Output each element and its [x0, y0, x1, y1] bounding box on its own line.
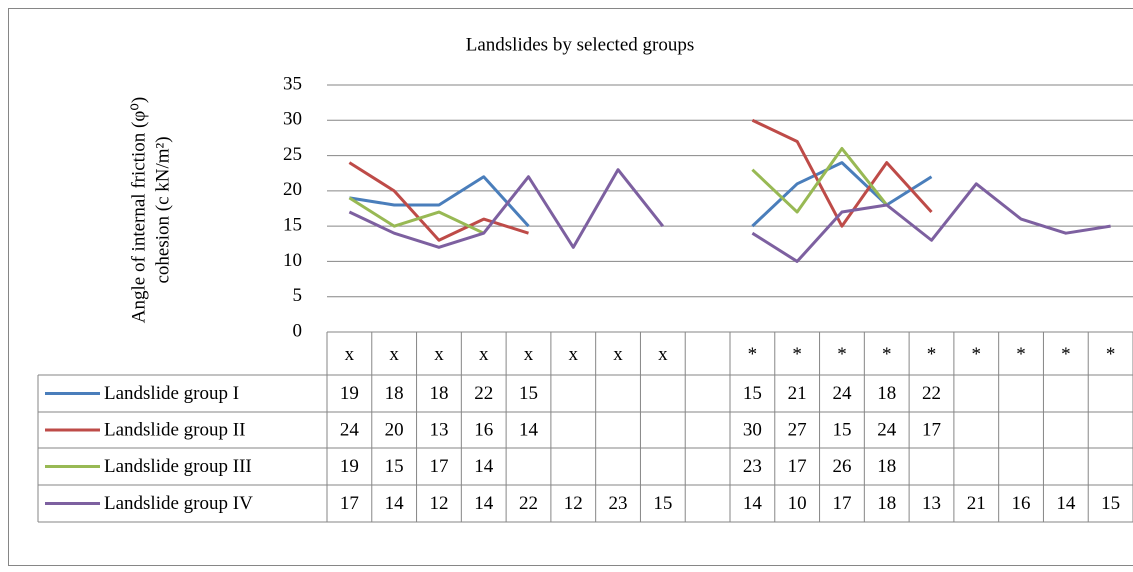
table-value: 18: [877, 456, 896, 477]
x-tick-label: *: [837, 344, 847, 365]
table-value: 18: [877, 383, 896, 404]
series-line: [751, 147, 888, 214]
table-value: 26: [832, 456, 851, 477]
table-value: 19: [340, 383, 359, 404]
table-value: 17: [832, 493, 851, 514]
y-tick-label: 20: [283, 179, 302, 200]
legend-label: Landslide group II: [104, 419, 245, 440]
y-tick-label: 5: [293, 285, 303, 306]
x-tick-label: *: [882, 344, 892, 365]
x-tick-label: x: [345, 344, 355, 365]
x-tick-label: *: [927, 344, 937, 365]
table-value: 20: [385, 419, 404, 440]
table-value: 17: [429, 456, 448, 477]
table-value: 14: [743, 493, 763, 514]
table-value: 14: [1056, 493, 1076, 514]
table-value: 15: [743, 383, 762, 404]
y-tick-label: 35: [283, 73, 302, 94]
x-tick-label: *: [792, 344, 802, 365]
table-value: 10: [788, 493, 807, 514]
table-value: 23: [609, 493, 628, 514]
table-value: 13: [922, 493, 941, 514]
table-value: 15: [519, 383, 538, 404]
x-tick-label: *: [972, 344, 982, 365]
y-label-line: cohesion (c kN/m²): [152, 136, 173, 283]
x-tick-label: *: [1016, 344, 1026, 365]
table-value: 17: [922, 419, 941, 440]
table-value: 24: [832, 383, 852, 404]
y-label: Angle of internal friction (φ⁰) cohesion…: [128, 97, 173, 323]
x-tick-label: x: [389, 344, 399, 365]
y-tick-label: 0: [293, 320, 303, 341]
y-label-line: Angle of internal friction (φ⁰): [128, 97, 149, 323]
series-line: [751, 182, 1111, 263]
x-tick-label: x: [658, 344, 668, 365]
table-value: 13: [429, 419, 448, 440]
x-tick-label: *: [1106, 344, 1116, 365]
x-tick-label: x: [479, 344, 489, 365]
series-line: [348, 168, 665, 249]
table-value: 17: [788, 456, 807, 477]
series-line: [348, 196, 485, 235]
table-value: 19: [340, 456, 359, 477]
chart-border: [8, 8, 1133, 566]
table-value: 14: [474, 456, 494, 477]
table-value: 24: [340, 419, 360, 440]
x-tick-label: *: [748, 344, 758, 365]
x-tick-label: x: [434, 344, 444, 365]
series-line: [348, 161, 529, 242]
y-tick-label: 15: [283, 215, 302, 236]
table-value: 22: [474, 383, 493, 404]
y-tick-label: 30: [283, 109, 302, 130]
table-value: 15: [385, 456, 404, 477]
chart-title: Landslides by selected groups: [466, 34, 694, 55]
table-value: 21: [967, 493, 986, 514]
table-value: 18: [385, 383, 404, 404]
table-value: 15: [1101, 493, 1120, 514]
legend-label: Landslide group IV: [104, 493, 253, 514]
x-tick-label: x: [524, 344, 534, 365]
table-value: 14: [474, 493, 494, 514]
table-value: 24: [877, 419, 897, 440]
x-tick-label: *: [1061, 344, 1071, 365]
series-line: [751, 118, 933, 228]
table-value: 14: [519, 419, 539, 440]
x-tick-label: x: [613, 344, 623, 365]
table-value: 16: [474, 419, 493, 440]
table-value: 18: [429, 383, 448, 404]
table-value: 21: [788, 383, 807, 404]
table-value: 22: [519, 493, 538, 514]
table-value: 15: [653, 493, 672, 514]
table-value: 30: [743, 419, 762, 440]
y-tick-label: 25: [283, 144, 302, 165]
y-tick-label: 10: [283, 250, 302, 271]
table-value: 15: [832, 419, 851, 440]
table-value: 12: [429, 493, 448, 514]
table-value: 14: [385, 493, 405, 514]
series-line: [349, 175, 530, 228]
x-tick-label: x: [569, 344, 579, 365]
legend-label: Landslide group I: [104, 383, 239, 404]
table-value: 23: [743, 456, 762, 477]
table-value: 18: [877, 493, 896, 514]
table-value: 17: [340, 493, 359, 514]
table-value: 22: [922, 383, 941, 404]
table-value: 16: [1012, 493, 1031, 514]
table-value: 12: [564, 493, 583, 514]
table-value: 27: [788, 419, 807, 440]
legend-label: Landslide group III: [104, 456, 252, 477]
